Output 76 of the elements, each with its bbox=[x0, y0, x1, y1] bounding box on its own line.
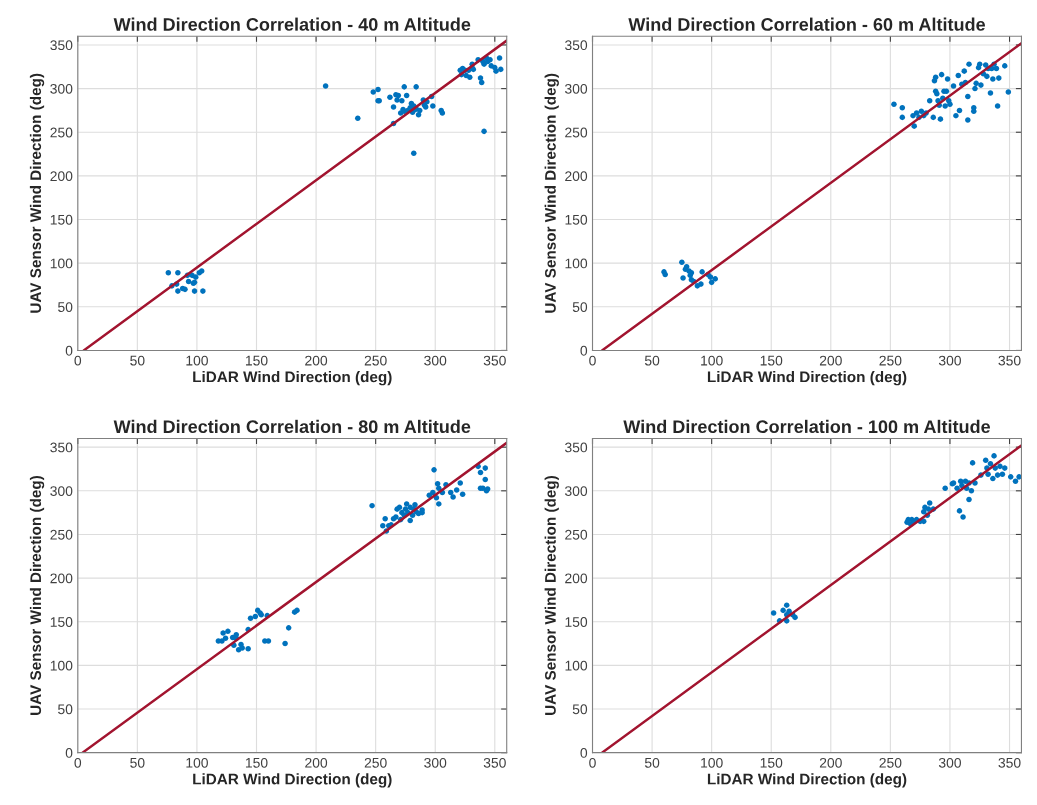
y-tick-label: 200 bbox=[565, 573, 588, 584]
y-axis-title: UAV Sensor Wind Direction (deg) bbox=[544, 475, 559, 715]
y-tick-label: 300 bbox=[50, 486, 73, 496]
y-tick-label: 100 bbox=[565, 660, 588, 671]
x-tick-label: 150 bbox=[760, 355, 783, 366]
y-tick-label: 300 bbox=[565, 486, 588, 496]
x-tick-label: 250 bbox=[879, 355, 902, 366]
y-tick-label: 250 bbox=[565, 529, 588, 540]
y-tick-label: 0 bbox=[580, 345, 588, 356]
x-axis-title: LiDAR Wind Direction (deg) bbox=[707, 773, 907, 788]
y-tick-label: 100 bbox=[50, 660, 73, 671]
x-axis-title: LiDAR Wind Direction (deg) bbox=[193, 371, 392, 386]
x-axis-title: LiDAR Wind Direction (deg) bbox=[193, 773, 392, 788]
chart-title: Wind Direction Correlation - 60 m Altitude bbox=[628, 17, 986, 31]
x-tick-label: 350 bbox=[998, 355, 1021, 366]
x-tick-label: 50 bbox=[644, 355, 660, 366]
y-tick-label: 350 bbox=[565, 442, 588, 453]
x-axis-title: LiDAR Wind Direction (deg) bbox=[707, 371, 907, 386]
x-tick-label: 300 bbox=[424, 355, 447, 366]
x-tick-label: 300 bbox=[938, 355, 961, 366]
y-tick-label: 0 bbox=[65, 345, 73, 356]
x-tick-label: 300 bbox=[424, 757, 447, 768]
x-tick-label: 300 bbox=[938, 757, 961, 768]
x-tick-label: 0 bbox=[589, 355, 596, 366]
x-tick-label: 100 bbox=[701, 757, 723, 768]
x-tick-label: 350 bbox=[483, 757, 506, 768]
chart-title: Wind Direction Correlation - 40 m Altitude bbox=[113, 17, 471, 31]
y-tick-label: 0 bbox=[65, 748, 73, 758]
y-tick-label: 100 bbox=[565, 258, 588, 269]
x-tick-label: 200 bbox=[305, 355, 328, 366]
x-tick-label: 250 bbox=[364, 757, 387, 768]
y-tick-label: 300 bbox=[565, 83, 588, 94]
y-tick-label: 300 bbox=[50, 83, 73, 94]
y-tick-label: 150 bbox=[565, 214, 588, 225]
x-tick-label: 0 bbox=[74, 355, 82, 366]
x-tick-label: 150 bbox=[245, 355, 268, 366]
y-tick-label: 250 bbox=[50, 529, 73, 540]
x-tick-label: 200 bbox=[305, 757, 328, 768]
x-tick-label: 350 bbox=[483, 355, 506, 366]
y-tick-label: 150 bbox=[50, 617, 73, 627]
x-tick-label: 150 bbox=[245, 757, 268, 768]
x-tick-label: 250 bbox=[364, 355, 387, 366]
x-tick-label: 250 bbox=[879, 757, 902, 768]
y-tick-label: 50 bbox=[572, 302, 588, 312]
x-tick-label: 200 bbox=[819, 757, 842, 768]
x-tick-label: 100 bbox=[186, 355, 208, 366]
chart-title: Wind Direction Correlation - 80 m Altitude bbox=[113, 419, 471, 434]
x-tick-label: 0 bbox=[74, 757, 82, 768]
y-tick-label: 200 bbox=[50, 573, 73, 584]
y-tick-label: 350 bbox=[565, 40, 588, 51]
x-tick-label: 150 bbox=[760, 757, 783, 768]
y-tick-label: 150 bbox=[50, 214, 73, 225]
y-tick-label: 150 bbox=[565, 617, 588, 627]
x-tick-label: 50 bbox=[644, 757, 660, 768]
x-tick-label: 100 bbox=[701, 355, 723, 366]
y-axis-title: UAV Sensor Wind Direction (deg) bbox=[29, 73, 45, 313]
x-tick-label: 50 bbox=[130, 355, 145, 366]
y-axis-title: UAV Sensor Wind Direction (deg) bbox=[544, 73, 559, 313]
y-tick-label: 0 bbox=[580, 748, 588, 758]
x-tick-label: 200 bbox=[819, 355, 842, 366]
y-tick-label: 350 bbox=[50, 442, 73, 453]
y-tick-label: 200 bbox=[565, 171, 588, 182]
y-tick-label: 350 bbox=[50, 40, 73, 51]
y-tick-label: 50 bbox=[58, 302, 73, 312]
x-tick-label: 50 bbox=[130, 757, 145, 768]
y-tick-label: 100 bbox=[50, 258, 73, 269]
y-tick-label: 250 bbox=[50, 127, 73, 138]
chart-title: Wind Direction Correlation - 100 m Altitude bbox=[623, 419, 991, 434]
y-tick-label: 200 bbox=[50, 171, 73, 182]
x-tick-label: 0 bbox=[589, 757, 596, 768]
y-tick-label: 250 bbox=[565, 127, 588, 138]
x-tick-label: 350 bbox=[998, 757, 1021, 768]
y-tick-label: 50 bbox=[572, 704, 588, 715]
y-tick-label: 50 bbox=[58, 704, 73, 715]
y-axis-title: UAV Sensor Wind Direction (deg) bbox=[29, 475, 45, 715]
x-tick-label: 100 bbox=[186, 757, 208, 768]
